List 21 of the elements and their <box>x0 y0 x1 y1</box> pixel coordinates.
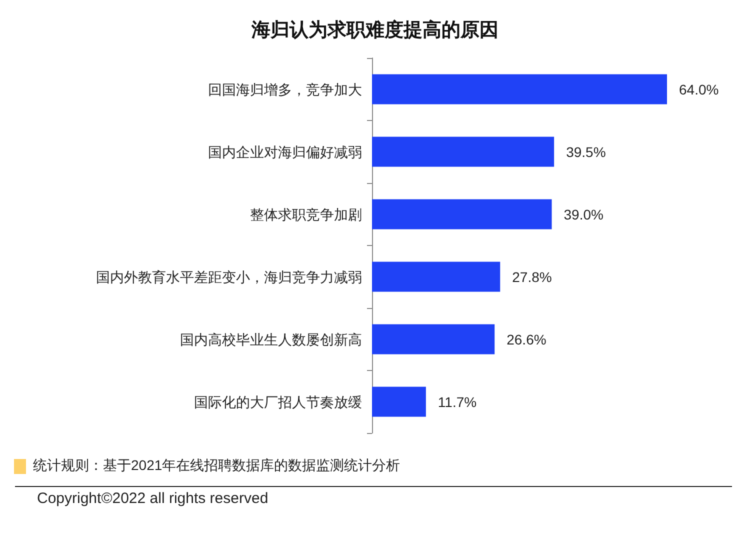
text: 统计规则：基于2021年在线招聘数据库的数据监测统计分析 <box>33 457 400 475</box>
y-tick-label: 整体求职竞争加剧 <box>250 206 362 222</box>
chart-title: 海归认为求职难度提高的原因 <box>250 19 498 41</box>
y-tick-label: 国际化的大厂招人节奏放缓 <box>194 394 362 410</box>
data-label: 26.6% <box>506 331 546 348</box>
data-label: 39.5% <box>566 144 606 160</box>
bar <box>372 74 667 104</box>
y-tick-label: 国内企业对海归偏好减弱 <box>208 144 362 160</box>
bar <box>372 262 500 292</box>
data-label: 27.8% <box>512 268 552 285</box>
y-tick-label: 国内外教育水平差距变小，海归竞争力减弱 <box>96 268 362 285</box>
y-tick-label: 国内高校毕业生人数屡创新高 <box>180 331 362 348</box>
bar <box>372 324 495 354</box>
bar <box>372 136 554 167</box>
data-label: 11.7% <box>438 394 477 410</box>
y-tick-label: 回国海归增多，竞争加大 <box>208 81 362 98</box>
text: Copyright©2022 all rights reserved <box>37 490 270 507</box>
bar <box>372 199 552 230</box>
data-label: 39.0% <box>564 206 604 222</box>
data-label: 64.0% <box>679 81 719 98</box>
bar <box>372 386 426 417</box>
